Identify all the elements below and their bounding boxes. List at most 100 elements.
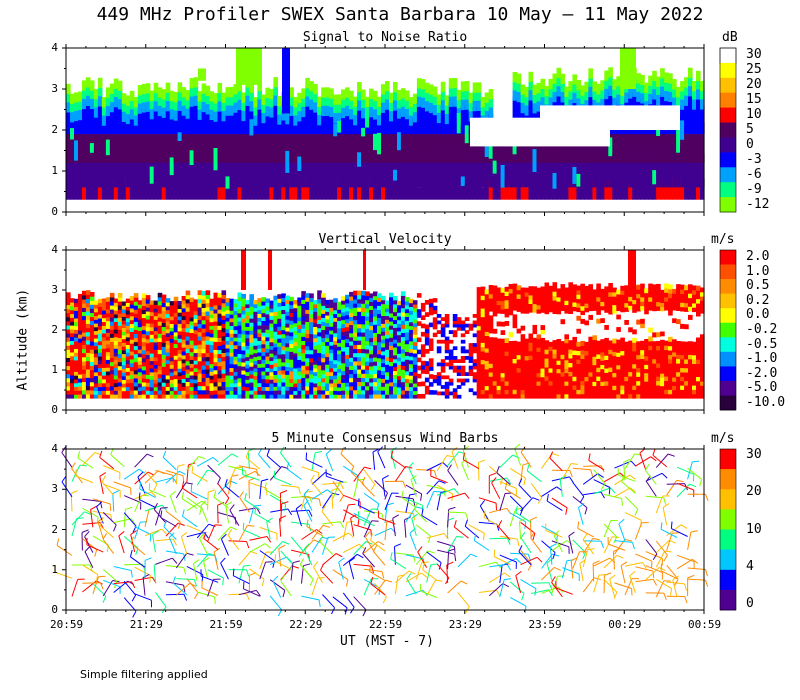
velocity-cell <box>476 299 482 305</box>
velocity-cell <box>632 372 637 378</box>
snr-cell <box>528 143 534 188</box>
velocity-cell <box>365 320 370 325</box>
velocity-cell <box>309 357 314 363</box>
snr-cell <box>532 101 538 114</box>
velocity-cell <box>512 305 518 311</box>
velocity-cell <box>193 325 199 331</box>
snr-cell <box>612 152 617 188</box>
wind-barb <box>129 549 133 557</box>
velocity-cell <box>253 345 258 350</box>
velocity-cell <box>297 297 302 302</box>
velocity-cell <box>70 371 75 376</box>
velocity-cell <box>516 363 522 369</box>
velocity-cell <box>209 313 215 319</box>
snr-cell <box>604 182 609 200</box>
velocity-cell <box>377 297 382 302</box>
velocity-cell <box>337 335 342 340</box>
snr-cell <box>161 113 167 135</box>
velocity-cell <box>125 359 131 365</box>
velocity-cell <box>484 335 490 341</box>
snr-cell <box>636 148 641 188</box>
velocity-cell <box>121 379 127 384</box>
velocity-cell <box>560 349 566 355</box>
velocity-cell <box>309 390 314 395</box>
velocity-cell <box>78 326 83 331</box>
velocity-cell <box>520 368 526 374</box>
velocity-cell <box>660 368 665 374</box>
velocity-cell <box>109 357 115 363</box>
velocity-cell <box>305 317 310 322</box>
snr-cell <box>381 128 386 163</box>
velocity-cell <box>660 373 665 378</box>
snr-cell <box>608 67 613 78</box>
snr-cell <box>644 175 649 200</box>
velocity-cell <box>516 346 522 351</box>
velocity-cell <box>85 298 91 304</box>
velocity-cell <box>337 368 342 373</box>
snr-cell <box>141 146 147 188</box>
velocity-cell <box>576 294 581 300</box>
velocity-cell <box>145 386 151 391</box>
snr-cell <box>197 99 203 110</box>
snr-cell <box>349 107 354 120</box>
velocity-cell <box>309 349 314 355</box>
velocity-cell <box>393 319 398 324</box>
velocity-cell <box>696 294 701 300</box>
velocity-cell <box>377 373 382 379</box>
snr-cell <box>648 146 653 188</box>
velocity-cell <box>385 300 390 305</box>
velocity-cell <box>672 343 677 349</box>
velocity-cell <box>680 323 685 329</box>
snr-cell <box>644 90 649 102</box>
velocity-cell <box>101 375 107 380</box>
velocity-cell <box>516 380 522 386</box>
velocity-cell <box>397 334 402 339</box>
velocity-cell <box>684 372 689 377</box>
velocity-cell <box>580 292 585 298</box>
velocity-cell <box>536 347 542 352</box>
velocity-cell <box>225 363 231 368</box>
velocity-cell <box>656 380 661 386</box>
snr-cell <box>233 100 239 113</box>
velocity-cell <box>564 355 569 361</box>
velocity-cell <box>121 360 127 366</box>
snr-cell <box>393 106 398 135</box>
velocity-cell <box>640 358 645 364</box>
velocity-cell <box>289 331 294 337</box>
velocity-cell <box>217 305 223 310</box>
velocity-cell <box>381 319 386 324</box>
velocity-cell <box>237 316 243 322</box>
velocity-cell <box>393 299 398 305</box>
velocity-cell <box>349 300 354 305</box>
velocity-cell <box>313 322 318 327</box>
velocity-cell <box>293 367 298 373</box>
velocity-cell <box>237 393 243 399</box>
velocity-cell <box>504 380 510 386</box>
velocity-cell <box>285 331 290 336</box>
snr-cell <box>369 105 374 118</box>
velocity-cell <box>78 362 83 367</box>
velocity-cell <box>273 362 278 368</box>
snr-cell <box>157 103 163 117</box>
velocity-cell <box>353 377 358 383</box>
velocity-cell <box>277 354 282 359</box>
velocity-cell <box>624 298 629 304</box>
velocity-cell <box>261 332 266 337</box>
velocity-cell <box>109 309 115 314</box>
snr-cell <box>389 100 394 112</box>
snr-cell <box>293 96 298 108</box>
velocity-cell <box>265 367 270 372</box>
velocity-cell <box>365 328 370 333</box>
velocity-cell <box>329 371 334 376</box>
velocity-cell <box>301 381 306 387</box>
snr-cell <box>93 113 99 135</box>
velocity-cell <box>588 349 593 355</box>
snr-cell <box>249 178 254 200</box>
velocity-cell <box>672 377 677 382</box>
velocity-cell <box>381 394 386 399</box>
velocity-cell <box>596 292 601 298</box>
velocity-cell <box>249 390 254 395</box>
velocity-cell <box>213 312 219 318</box>
velocity-cell <box>676 319 681 325</box>
velocity-cell <box>428 362 434 367</box>
